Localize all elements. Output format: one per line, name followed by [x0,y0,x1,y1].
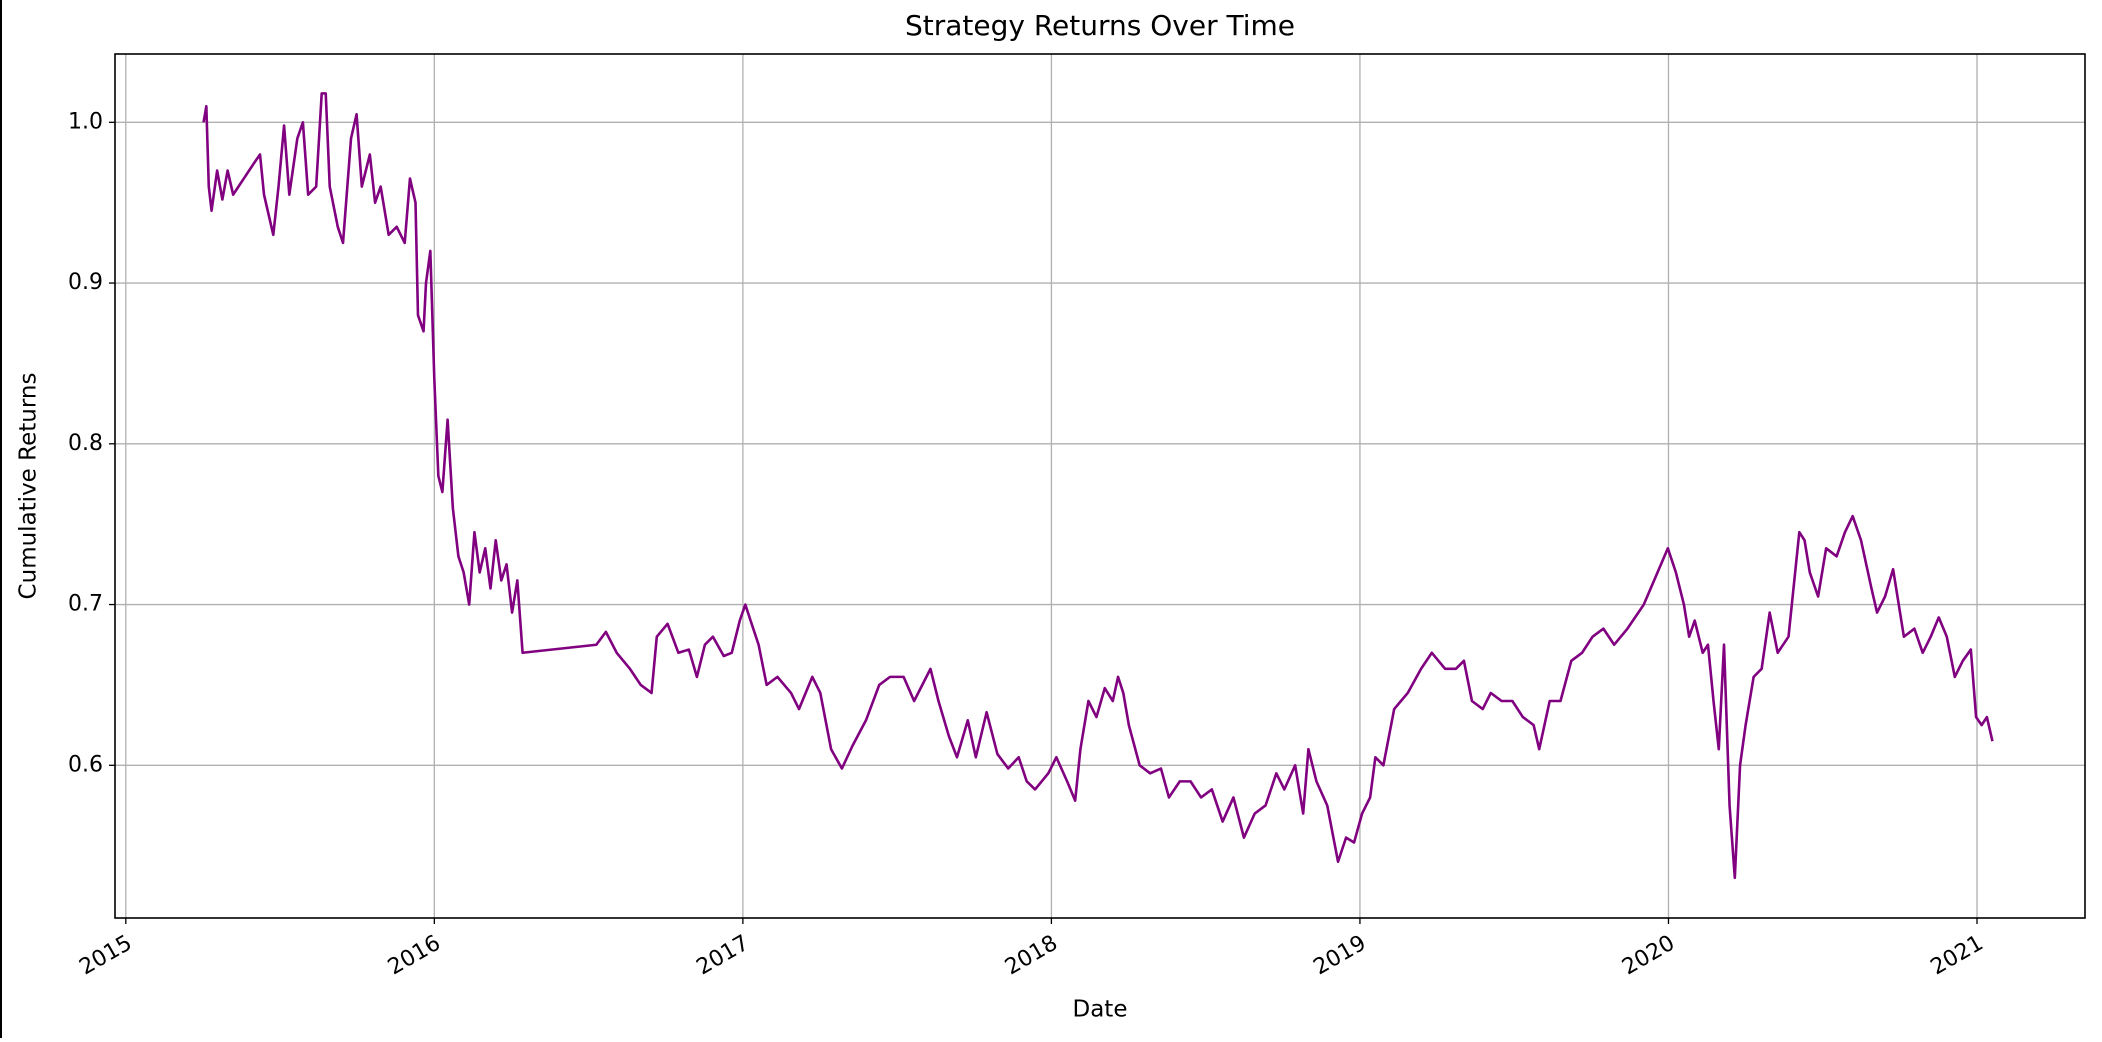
x-tick-label: 2017 [692,931,753,981]
y-tick-label: 0.9 [68,270,103,295]
y-tick-label: 0.6 [68,752,103,777]
x-tick-label: 2019 [1310,931,1371,981]
x-tick-label: 2018 [1001,931,1062,981]
x-tick-label: 2016 [384,931,445,981]
data-line [202,92,1994,880]
y-tick-label: 1.0 [68,109,103,134]
plot-frame [114,53,2086,919]
x-tick-label: 2021 [1927,931,1988,981]
x-tick-label: 2015 [75,931,136,981]
x-tick-label: 2020 [1618,931,1679,981]
y-axis-label: Cumulative Returns [16,373,42,600]
y-tick-label: 0.7 [68,592,103,617]
chart-title: Strategy Returns Over Time [905,9,1295,42]
y-tick-label: 0.8 [68,431,103,456]
x-axis-label: Date [1073,997,1128,1023]
